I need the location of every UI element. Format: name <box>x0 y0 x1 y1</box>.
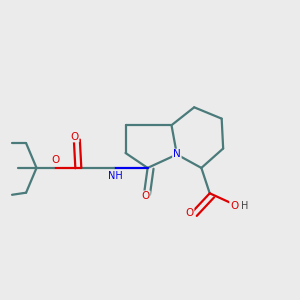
Text: NH: NH <box>108 171 123 181</box>
Text: H: H <box>241 201 249 212</box>
Text: O: O <box>230 201 238 212</box>
Text: O: O <box>70 132 79 142</box>
Text: O: O <box>52 155 60 166</box>
Text: O: O <box>185 208 194 218</box>
Text: O: O <box>141 191 150 201</box>
Text: N: N <box>173 149 181 160</box>
